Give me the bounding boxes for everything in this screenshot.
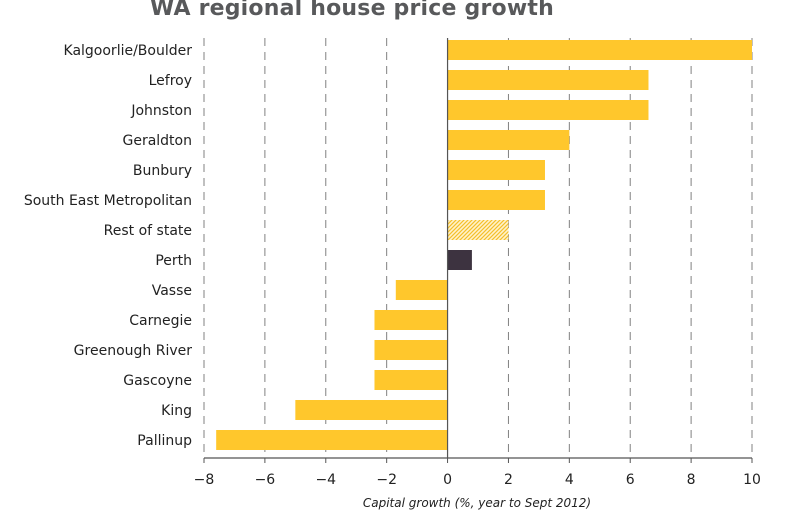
category-labels: Kalgoorlie/Boulder Lefroy Johnston Geraldto… xyxy=(24,43,192,449)
category-label: Greenough River xyxy=(74,343,193,359)
bar xyxy=(374,340,448,360)
x-tick-label: −4 xyxy=(315,472,336,488)
category-label: South East Metropolitan xyxy=(24,193,192,209)
category-label: Geraldton xyxy=(122,133,192,149)
bar xyxy=(395,280,448,300)
bars xyxy=(216,40,752,450)
x-tick-label: −6 xyxy=(255,472,276,488)
x-tick-label: −2 xyxy=(376,472,397,488)
axes xyxy=(203,38,753,463)
x-tick-label: 6 xyxy=(626,472,635,488)
x-tick-label: −8 xyxy=(194,472,215,488)
category-label: Perth xyxy=(155,253,192,269)
bar xyxy=(447,70,649,90)
category-label: Vasse xyxy=(152,283,192,299)
bar xyxy=(447,220,509,240)
category-label: Johnston xyxy=(130,103,192,119)
bar xyxy=(447,160,545,180)
x-tick-label: 10 xyxy=(743,472,761,488)
category-label: Rest of state xyxy=(104,223,192,239)
bar xyxy=(374,310,448,330)
x-tick-label: 2 xyxy=(504,472,513,488)
x-tick-label: 0 xyxy=(443,472,452,488)
x-tick-labels: −8 −6 −4 −2 0 2 4 6 8 10 xyxy=(194,472,761,488)
category-label: Gascoyne xyxy=(123,373,192,389)
category-label: King xyxy=(161,403,192,419)
bar xyxy=(295,400,448,420)
category-label: Lefroy xyxy=(149,73,192,89)
x-tick-label: 8 xyxy=(687,472,696,488)
bar xyxy=(374,370,448,390)
bar xyxy=(447,130,570,150)
bar xyxy=(216,430,448,450)
bar xyxy=(447,250,472,270)
category-label: Kalgoorlie/Boulder xyxy=(64,43,193,59)
chart-title: WA regional house price growth xyxy=(150,0,554,21)
bar xyxy=(447,190,545,210)
bar xyxy=(447,40,752,60)
category-label: Pallinup xyxy=(137,433,192,449)
x-axis-title: Capital growth (%, year to Sept 2012) xyxy=(363,496,591,510)
category-label: Bunbury xyxy=(133,163,192,179)
category-label: Carnegie xyxy=(129,313,192,329)
x-tick-label: 4 xyxy=(565,472,574,488)
bar xyxy=(447,100,649,120)
